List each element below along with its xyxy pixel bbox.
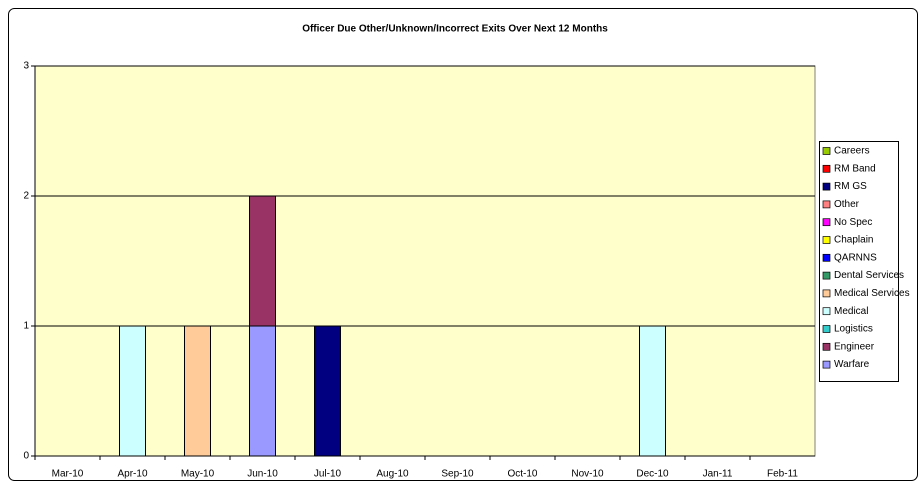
legend-label: Warfare [834, 359, 870, 370]
y-tick-label: 1 [23, 321, 29, 332]
y-tick-label: 0 [23, 451, 29, 462]
x-tick-label: Apr-10 [117, 469, 147, 480]
x-tick-label: Aug-10 [376, 469, 409, 480]
legend-label: Dental Services [834, 270, 904, 281]
legend-label: Careers [834, 146, 870, 157]
legend-swatch [822, 253, 831, 262]
x-tick-label: Jun-10 [247, 469, 278, 480]
x-tick-label: Jul-10 [314, 469, 342, 480]
x-tick-label: Dec-10 [636, 469, 669, 480]
x-tick-label: May-10 [181, 469, 215, 480]
bar-segment [314, 325, 341, 457]
y-tick-label: 3 [23, 61, 29, 72]
x-tick-label: Sep-10 [441, 469, 474, 480]
legend-label: Chaplain [834, 235, 873, 246]
legend-swatch [822, 307, 831, 316]
bar-segment [119, 325, 146, 457]
plot-area [34, 65, 816, 457]
legend-label: Logistics [834, 324, 873, 335]
legend-label: QARNNS [834, 252, 877, 263]
x-tick-label: Mar-10 [52, 469, 84, 480]
legend-label: Engineer [834, 341, 875, 352]
legend-swatch [822, 360, 831, 369]
bar-segment [639, 325, 666, 457]
legend-label: No Spec [834, 217, 872, 228]
legend-label: RM Band [834, 163, 876, 174]
legend-swatch [822, 325, 831, 333]
legend-swatch [822, 164, 831, 173]
legend-swatch [822, 271, 831, 280]
x-tick-label: Oct-10 [507, 469, 537, 480]
legend-box [819, 141, 899, 382]
x-tick-label: Nov-10 [571, 469, 604, 480]
bar-segment [249, 195, 276, 327]
legend-swatch [822, 147, 831, 155]
legend-label: RM GS [834, 181, 867, 192]
x-tick-label: Feb-11 [767, 469, 798, 480]
legend-swatch [822, 200, 831, 209]
legend-swatch [822, 236, 831, 244]
y-tick-label: 2 [23, 191, 29, 202]
legend-swatch [822, 342, 831, 351]
legend-label: Medical Services [834, 288, 910, 299]
legend-label: Medical [834, 306, 868, 317]
legend-swatch [822, 289, 831, 298]
legend-swatch [822, 182, 831, 191]
legend-label: Other [834, 199, 860, 210]
bar-segment [184, 325, 211, 457]
chart-title: Officer Due Other/Unknown/Incorrect Exit… [302, 24, 608, 35]
x-tick-label: Jan-11 [703, 469, 733, 480]
legend-swatch [822, 218, 831, 227]
bar-segment [249, 325, 276, 457]
